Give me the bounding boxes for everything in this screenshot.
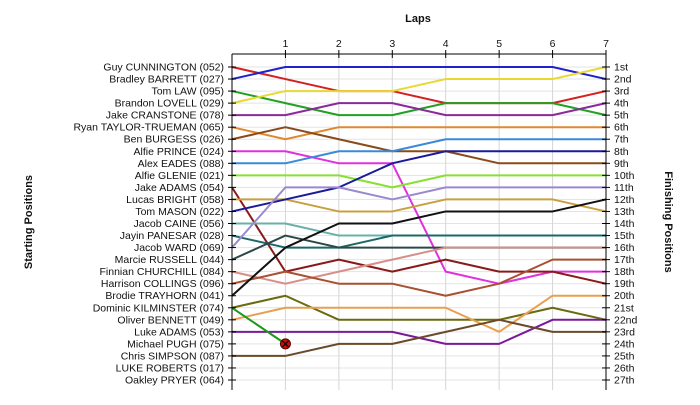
markers <box>279 338 291 350</box>
start-position-label: Alfie GLENIE (021) <box>135 170 224 182</box>
lap-tick-label: 1 <box>283 38 289 50</box>
grid <box>232 54 607 390</box>
finish-position-label: 1st <box>614 62 628 74</box>
series-line <box>231 294 606 333</box>
finish-position-label: 17th <box>614 254 635 266</box>
series-line <box>231 66 607 105</box>
finish-position-label: 3rd <box>614 86 629 98</box>
y-axis-title-left: Starting Positions <box>23 175 35 269</box>
finish-position-label: 13th <box>614 206 635 218</box>
start-position-label: Finnian CHURCHILL (084) <box>100 266 225 278</box>
series-line <box>232 102 607 117</box>
retired-marker <box>279 338 291 350</box>
series-line <box>231 126 606 141</box>
start-position-label: Dominic KILMINSTER (074) <box>93 302 224 314</box>
series-line <box>231 186 607 285</box>
finish-position-label: 4th <box>614 98 629 110</box>
finish-position-label: 23rd <box>614 326 635 338</box>
finish-position-label: 9th <box>614 158 629 170</box>
series-line <box>231 150 606 213</box>
series-line <box>232 222 606 237</box>
start-position-label: Alex EADES (088) <box>138 158 224 170</box>
series-line <box>231 126 606 165</box>
start-position-label: Jake ADAMS (054) <box>135 182 224 194</box>
axes <box>228 50 610 390</box>
finish-position-label: 22nd <box>614 314 638 326</box>
lap-tick-label: 4 <box>443 38 449 50</box>
finish-position-label: 18th <box>614 266 635 278</box>
finish-position-label: 24th <box>614 338 635 350</box>
finish-position-label: 12th <box>614 194 635 206</box>
y-axis-title-right: Finishing Positions <box>662 171 674 272</box>
finish-position-label: 16th <box>614 242 635 254</box>
finish-position-label: 10th <box>614 170 635 182</box>
series-line <box>231 258 606 297</box>
start-position-label: Alfie PRINCE (024) <box>134 146 224 158</box>
lap-tick-label: 7 <box>603 38 609 50</box>
series-line <box>231 186 606 249</box>
start-position-label: Ben BURGESS (026) <box>124 134 224 146</box>
finish-position-label: 21st <box>614 302 634 314</box>
finish-position-label: 25th <box>614 350 635 362</box>
finish-position-label: 26th <box>614 362 635 374</box>
series-line <box>232 174 606 189</box>
series-line <box>232 198 607 213</box>
start-position-label: Jacob WARD (069) <box>134 242 224 254</box>
start-position-label: Chris SIMPSON (087) <box>121 350 224 362</box>
start-position-label: Michael PUGH (075) <box>127 338 224 350</box>
start-position-label: Oliver BENNETT (049) <box>117 314 224 326</box>
series-line <box>231 294 607 321</box>
series-line <box>231 246 606 285</box>
finish-position-label: 2nd <box>614 74 632 86</box>
finish-position-label: 8th <box>614 146 629 158</box>
start-position-label: Tom MASON (022) <box>135 206 224 218</box>
start-position-label: Oakley PRYER (064) <box>125 375 224 387</box>
finish-position-label: 15th <box>614 230 635 242</box>
lap-tick-label: 6 <box>550 38 556 50</box>
start-position-label: Jayin PANESAR (028) <box>120 230 224 242</box>
start-position-label: Tom LAW (095) <box>151 86 224 98</box>
series-line <box>232 138 606 165</box>
finish-position-label: 27th <box>614 375 635 387</box>
series-lines <box>231 66 607 357</box>
start-position-label: Marcie RUSSELL (044) <box>115 254 224 266</box>
start-position-label: Harrison COLLINGS (096) <box>101 278 224 290</box>
lap-tick-label: 2 <box>336 38 342 50</box>
start-position-label: LUKE ROBERTS (017) <box>116 362 224 374</box>
x-axis-title: Laps <box>405 13 431 25</box>
series-line <box>231 306 286 345</box>
start-position-label: Lucas BRIGHT (058) <box>126 194 224 206</box>
start-position-label: Luke ADAMS (053) <box>134 326 224 338</box>
lap-tick-label: 5 <box>496 38 502 50</box>
start-position-label: Guy CUNNINGTON (052) <box>103 62 224 74</box>
start-position-label: Jake CRANSTONE (078) <box>106 110 224 122</box>
series-line <box>232 318 606 357</box>
start-position-label: Ryan TAYLOR-TRUEMAN (065) <box>73 122 224 134</box>
lap-tick-label: 3 <box>389 38 395 50</box>
series-line <box>231 66 607 81</box>
labels: 1 2 3 4 5 6 7 Guy CUNNINGTON (052)Bradley BARRE… <box>73 38 637 387</box>
start-position-label: Brodie TRAYHORN (041) <box>105 290 224 302</box>
finish-position-label: 19th <box>614 278 635 290</box>
start-position-label: Brandon LOVELL (029) <box>115 98 224 110</box>
finish-position-label: 11th <box>614 182 634 194</box>
series-line <box>231 234 606 249</box>
finish-position-label: 20th <box>614 290 635 302</box>
series-line <box>231 198 607 297</box>
finish-position-label: 7th <box>614 134 629 146</box>
start-position-label: Bradley BARRETT (027) <box>109 74 224 86</box>
finish-position-label: 5th <box>614 110 629 122</box>
finish-position-label: 14th <box>614 218 635 230</box>
start-position-label: Jacob CAINE (056) <box>134 218 224 230</box>
finish-position-label: 6th <box>614 122 629 134</box>
